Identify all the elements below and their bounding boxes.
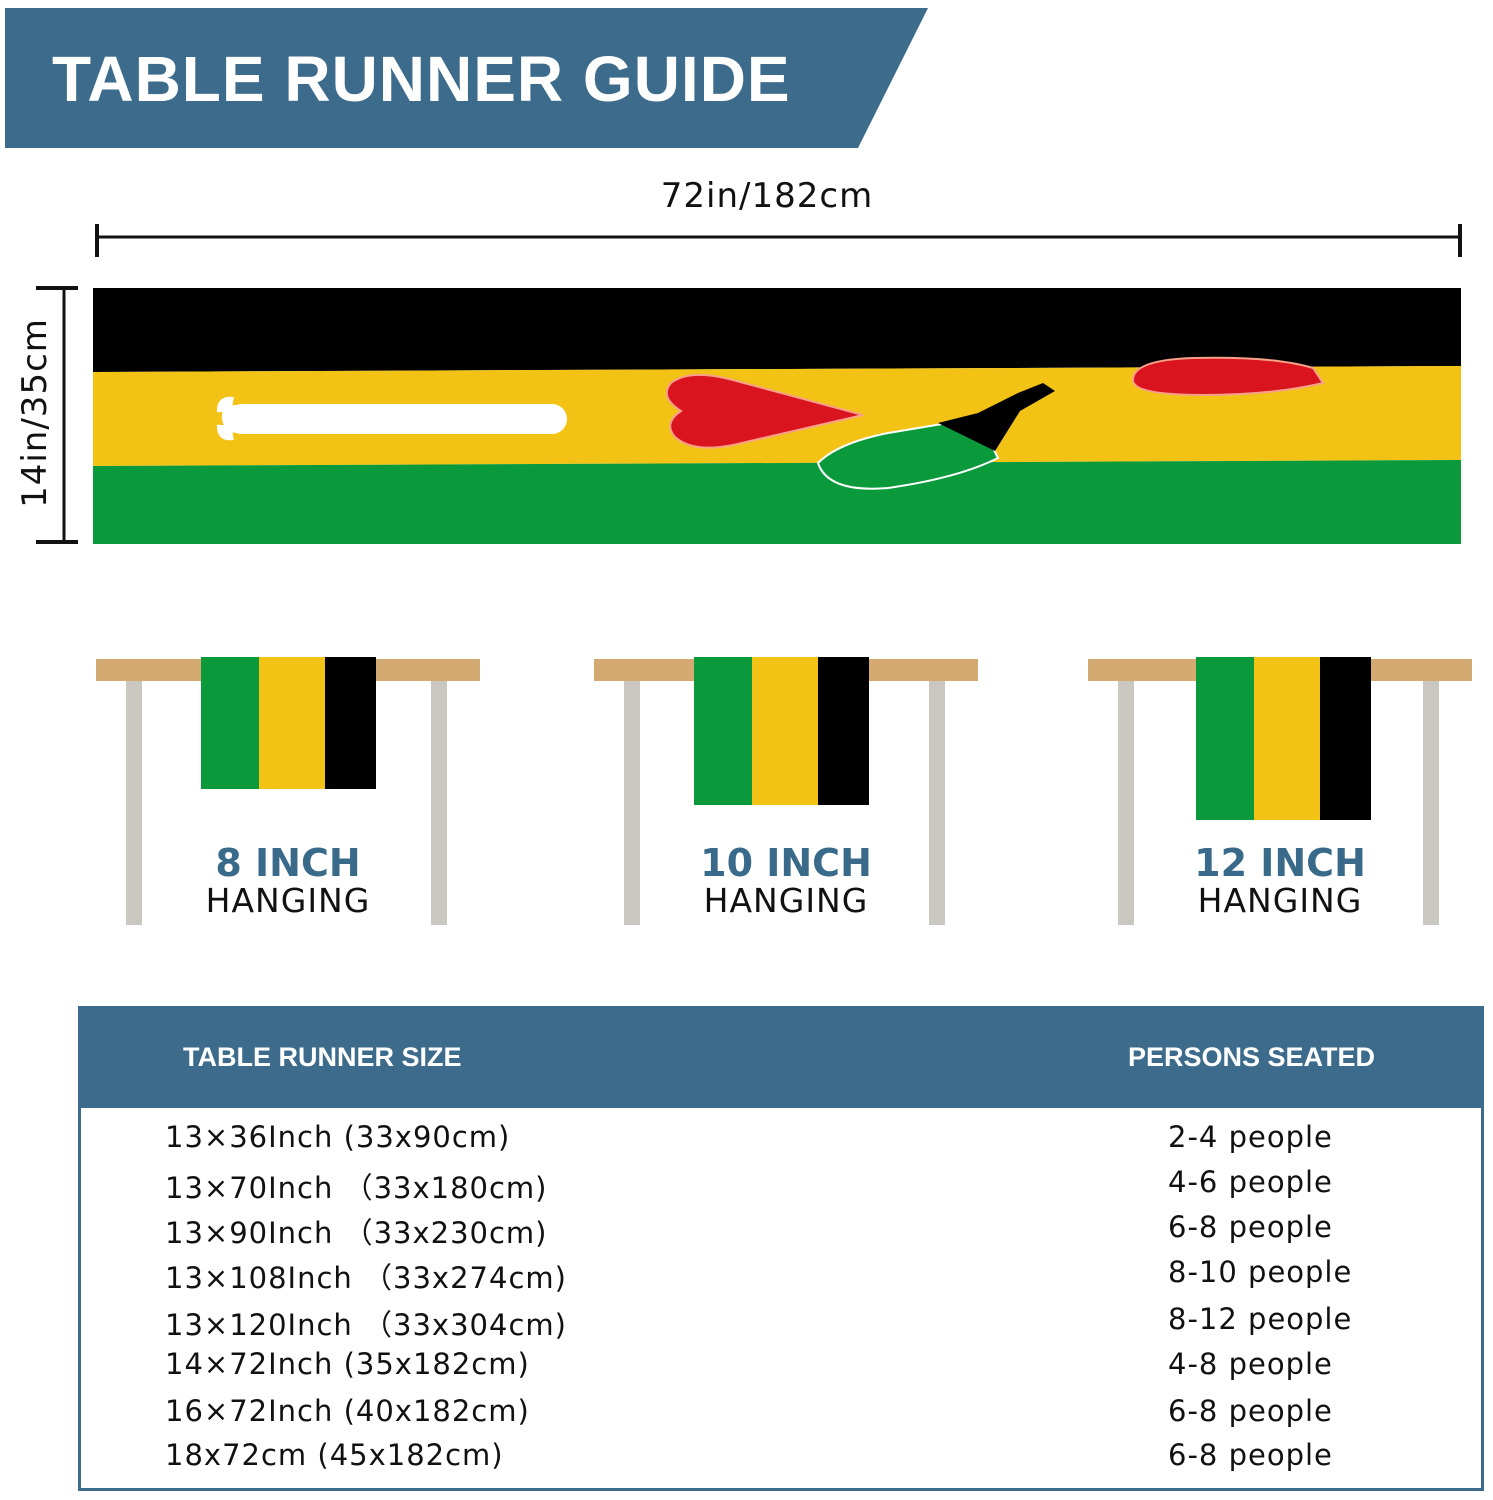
persons-cell: 4-6 people — [1168, 1165, 1333, 1199]
hanging-size: 10 INCH — [700, 841, 872, 885]
title-banner — [5, 8, 928, 148]
hanging-size: 12 INCH — [1194, 841, 1366, 885]
table-leg — [126, 681, 142, 925]
island-map-green — [816, 416, 1000, 490]
table-row: 13×70Inch （33x180cm) 4-6 people — [81, 1165, 1481, 1205]
size-cell: 13×120Inch （33x304cm) — [165, 1308, 567, 1342]
table-leg — [1118, 681, 1134, 925]
size-cell: 14×72Inch (35x182cm) — [165, 1347, 530, 1381]
persons-cell: 6-8 people — [1168, 1394, 1333, 1428]
table-row: 13×120Inch （33x304cm) 8-12 people — [81, 1302, 1481, 1342]
size-cell: 16×72Inch (40x182cm) — [165, 1394, 530, 1428]
table-leg — [431, 681, 447, 925]
hanging-label: HANGING — [703, 881, 869, 920]
persons-cell: 4-8 people — [1168, 1347, 1333, 1381]
persons-cell: 8-12 people — [1168, 1302, 1353, 1336]
size-cell: 13×70Inch （33x180cm) — [165, 1171, 548, 1205]
header-size: TABLE RUNNER SIZE — [183, 1042, 462, 1072]
table-leg — [624, 681, 640, 925]
hanging-example-8: 8 INCH HANGING — [96, 657, 480, 929]
size-cell: 13×90Inch （33x230cm) — [165, 1216, 548, 1250]
table-row: 16×72Inch (40x182cm) 6-8 people — [81, 1394, 1481, 1434]
bone-shape — [216, 396, 234, 441]
persons-cell: 6-8 people — [1168, 1438, 1333, 1472]
dimension-lines — [36, 224, 1462, 544]
table-leg — [1423, 681, 1439, 925]
size-cell: 13×36Inch (33x90cm) — [165, 1120, 511, 1154]
table-row: 13×108Inch （33x274cm) 8-10 people — [81, 1255, 1481, 1295]
page-title: TABLE RUNNER GUIDE — [52, 43, 791, 115]
hanging-example-10: 10 INCH HANGING — [594, 657, 978, 929]
size-cell: 13×108Inch （33x274cm) — [165, 1261, 567, 1295]
table-runner-preview — [93, 288, 1461, 544]
size-table: TABLE RUNNER SIZE PERSONS SEATED 13×36In… — [78, 1006, 1484, 1491]
hanging-label: HANGING — [1197, 881, 1363, 920]
table-row: 13×36Inch (33x90cm) 2-4 people — [81, 1120, 1481, 1160]
hanging-label: HANGING — [205, 881, 371, 920]
persons-cell: 2-4 people — [1168, 1120, 1333, 1154]
island-map-red — [1131, 356, 1325, 397]
width-dimension-label: 72in/182cm — [660, 176, 874, 216]
heart-icon — [665, 373, 864, 449]
table-row: 13×90Inch （33x230cm) 6-8 people — [81, 1210, 1481, 1250]
island-map-black — [938, 383, 1055, 451]
height-dimension-label: 14in/35cm — [15, 318, 55, 508]
black-stripe — [93, 288, 1461, 372]
hanging-runner — [694, 657, 869, 805]
table-row: 14×72Inch (35x182cm) 4-8 people — [81, 1347, 1481, 1387]
table-leg — [929, 681, 945, 925]
table-row: 18x72cm (45x182cm) 6-8 people — [81, 1438, 1481, 1478]
header-persons: PERSONS SEATED — [1128, 1042, 1376, 1072]
persons-cell: 8-10 people — [1168, 1255, 1353, 1289]
hanging-runner — [1196, 657, 1371, 820]
hanging-runner — [201, 657, 376, 789]
size-cell: 18x72cm (45x182cm) — [165, 1438, 504, 1472]
hanging-example-12: 12 INCH HANGING — [1088, 657, 1472, 929]
green-stripe — [93, 460, 1461, 544]
persons-cell: 6-8 people — [1168, 1210, 1333, 1244]
hanging-size: 8 INCH — [215, 841, 361, 885]
table-header: TABLE RUNNER SIZE PERSONS SEATED — [81, 1006, 1481, 1108]
